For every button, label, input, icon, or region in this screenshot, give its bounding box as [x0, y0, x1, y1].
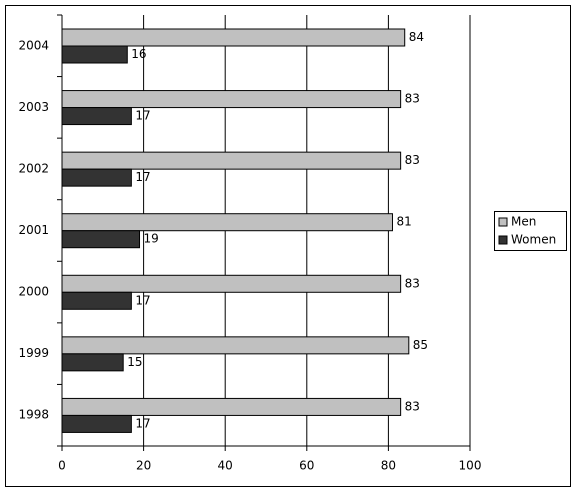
x-tick-label: 80 — [381, 459, 396, 473]
legend-swatch — [498, 217, 508, 227]
bar — [61, 353, 124, 372]
y-tick-label: 2004 — [18, 38, 49, 52]
x-tick-label: 0 — [58, 459, 66, 473]
data-label: 83 — [405, 399, 420, 413]
legend-label: Men — [511, 215, 536, 229]
x-tick-label: 100 — [459, 459, 482, 473]
data-label: 85 — [413, 338, 428, 352]
legend-label: Women — [511, 233, 556, 247]
bar — [61, 336, 410, 355]
x-tick-label: 60 — [299, 459, 314, 473]
bar — [61, 28, 406, 47]
data-label: 17 — [135, 293, 150, 307]
y-tick-label: 2001 — [18, 223, 49, 237]
y-tick-label: 2000 — [18, 285, 49, 299]
y-tick-label: 1999 — [18, 346, 49, 360]
bar — [61, 230, 141, 249]
data-label: 17 — [135, 416, 150, 430]
x-tick-label: 40 — [218, 459, 233, 473]
bar — [61, 90, 402, 109]
data-label: 17 — [135, 170, 150, 184]
bar — [61, 397, 402, 416]
data-label: 81 — [396, 215, 411, 229]
data-label: 16 — [131, 47, 146, 61]
bar — [61, 168, 132, 187]
data-label: 83 — [405, 276, 420, 290]
bar — [61, 107, 132, 126]
data-label: 15 — [127, 355, 142, 369]
data-label: 17 — [135, 109, 150, 123]
data-label: 83 — [405, 153, 420, 167]
bar — [61, 274, 402, 293]
x-tick-label: 20 — [136, 459, 151, 473]
y-tick-label: 1998 — [18, 408, 49, 422]
bar — [61, 213, 393, 232]
bar — [61, 414, 132, 433]
data-label: 84 — [409, 30, 424, 44]
y-tick-label: 2003 — [18, 100, 49, 114]
bar — [61, 151, 402, 170]
bar — [61, 291, 132, 310]
y-tick-label: 2002 — [18, 161, 49, 175]
legend-swatch — [498, 235, 508, 245]
data-label: 83 — [405, 92, 420, 106]
bar — [61, 45, 128, 64]
data-label: 19 — [144, 232, 159, 246]
